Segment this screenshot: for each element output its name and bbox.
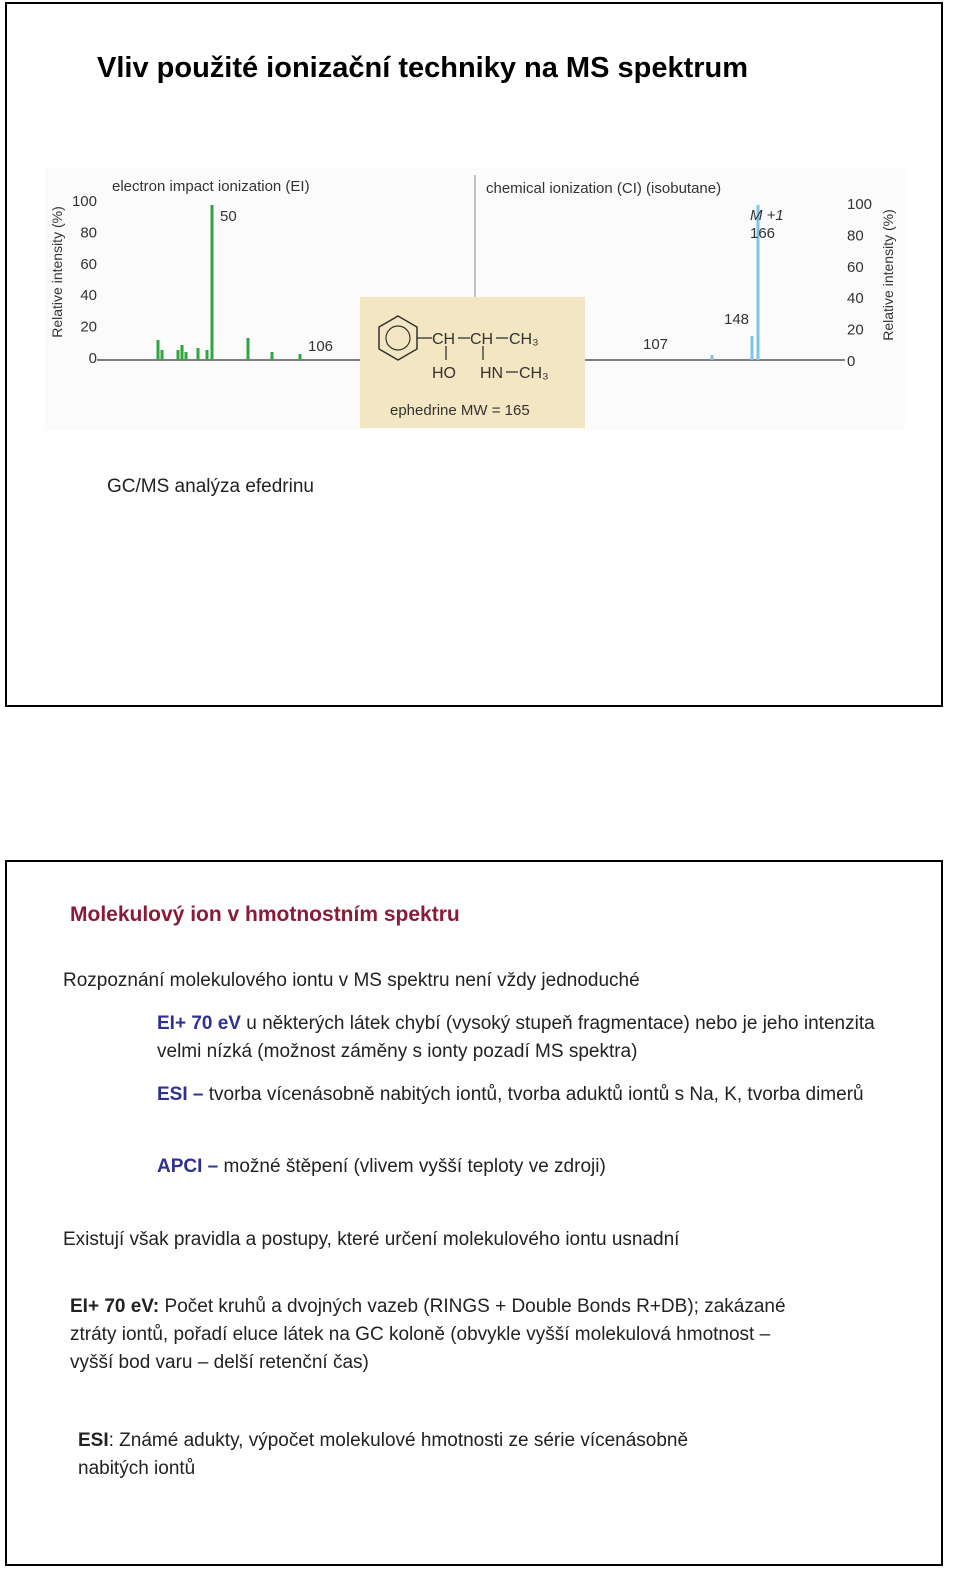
- structure-caption: ephedrine MW = 165: [390, 402, 530, 419]
- peak-label: M +1: [750, 207, 784, 224]
- tick-label: 80: [847, 227, 864, 244]
- group: CH₃: [519, 365, 549, 382]
- ei-peaks: [156, 205, 302, 360]
- rule-text: Počet kruhů a dvojných vazeb (RINGS + Do…: [70, 1296, 786, 1373]
- item-lead: EI+ 70 eV: [157, 1013, 241, 1034]
- rule-lead: EI+ 70 eV:: [70, 1296, 160, 1317]
- rule-text: : Známé adukty, výpočet molekulové hmotn…: [78, 1430, 689, 1479]
- item: APCI – možné štěpení (vlivem vyšší teplo…: [157, 1153, 897, 1181]
- peak-label: 148: [724, 311, 749, 328]
- aromatic-ring: [385, 325, 411, 351]
- spectrum-figure: electron impact ionization (EI) chemical…: [45, 168, 905, 430]
- item: EI+ 70 eV u některých látek chybí (vysok…: [157, 1010, 912, 1066]
- peak-label: 106: [308, 338, 333, 355]
- tick-label: 60: [80, 256, 97, 273]
- ci-title: chemical ionization (CI) (isobutane): [486, 180, 721, 197]
- structure-box: [360, 297, 585, 428]
- group: HO: [432, 365, 456, 382]
- tick-label: 0: [89, 350, 97, 367]
- tick-label: 0: [847, 353, 855, 370]
- slide-2: [5, 860, 943, 1566]
- rule-lead: ESI: [78, 1430, 109, 1451]
- bonds: [417, 337, 518, 373]
- group: CH: [470, 331, 493, 348]
- tick-label: 100: [847, 196, 872, 213]
- tick-label: 80: [80, 224, 97, 241]
- group: HN: [480, 365, 503, 382]
- item: ESI – tvorba vícenásobně nabitých iontů,…: [157, 1081, 897, 1109]
- tick-label: 40: [80, 287, 97, 304]
- ci-axis-label: Relative intensity (%): [880, 209, 896, 341]
- tick-label: 100: [72, 193, 97, 210]
- benzene-ring: [378, 315, 418, 361]
- tick-label: 40: [847, 290, 864, 307]
- item-lead: APCI –: [157, 1156, 219, 1177]
- item-text: tvorba vícenásobně nabitých iontů, tvorb…: [203, 1084, 864, 1105]
- item-text: u některých látek chybí (vysoký stupeň f…: [157, 1013, 875, 1062]
- rules-intro: Existují však pravidla a postupy, které …: [63, 1229, 680, 1250]
- peak-label: 50: [220, 208, 237, 225]
- tick-label: 20: [80, 319, 97, 336]
- peak-label: 166: [750, 225, 775, 242]
- slide-1: [5, 2, 943, 707]
- heading: Molekulový ion v hmotnostním spektru: [70, 903, 460, 926]
- ei-title: electron impact ionization (EI): [112, 178, 310, 195]
- group: CH: [432, 331, 455, 348]
- rule: ESI: Známé adukty, výpočet molekulové hm…: [78, 1427, 718, 1483]
- slide-title: Vliv použité ionizační techniky na MS sp…: [97, 52, 749, 84]
- item-text: možné štěpení (vlivem vyšší teploty ve z…: [218, 1156, 606, 1177]
- intro: Rozpoznání molekulového iontu v MS spekt…: [63, 970, 640, 991]
- tick-label: 20: [847, 322, 864, 339]
- figure-caption: GC/MS analýza efedrinu: [107, 476, 314, 497]
- item-lead: ESI –: [157, 1084, 204, 1105]
- tick-label: 60: [847, 259, 864, 276]
- ei-axis-label: Relative intensity (%): [49, 206, 65, 338]
- group: CH₃: [509, 331, 539, 348]
- rule: EI+ 70 eV: Počet kruhů a dvojných vazeb …: [70, 1293, 800, 1377]
- peak-label: 107: [643, 336, 668, 353]
